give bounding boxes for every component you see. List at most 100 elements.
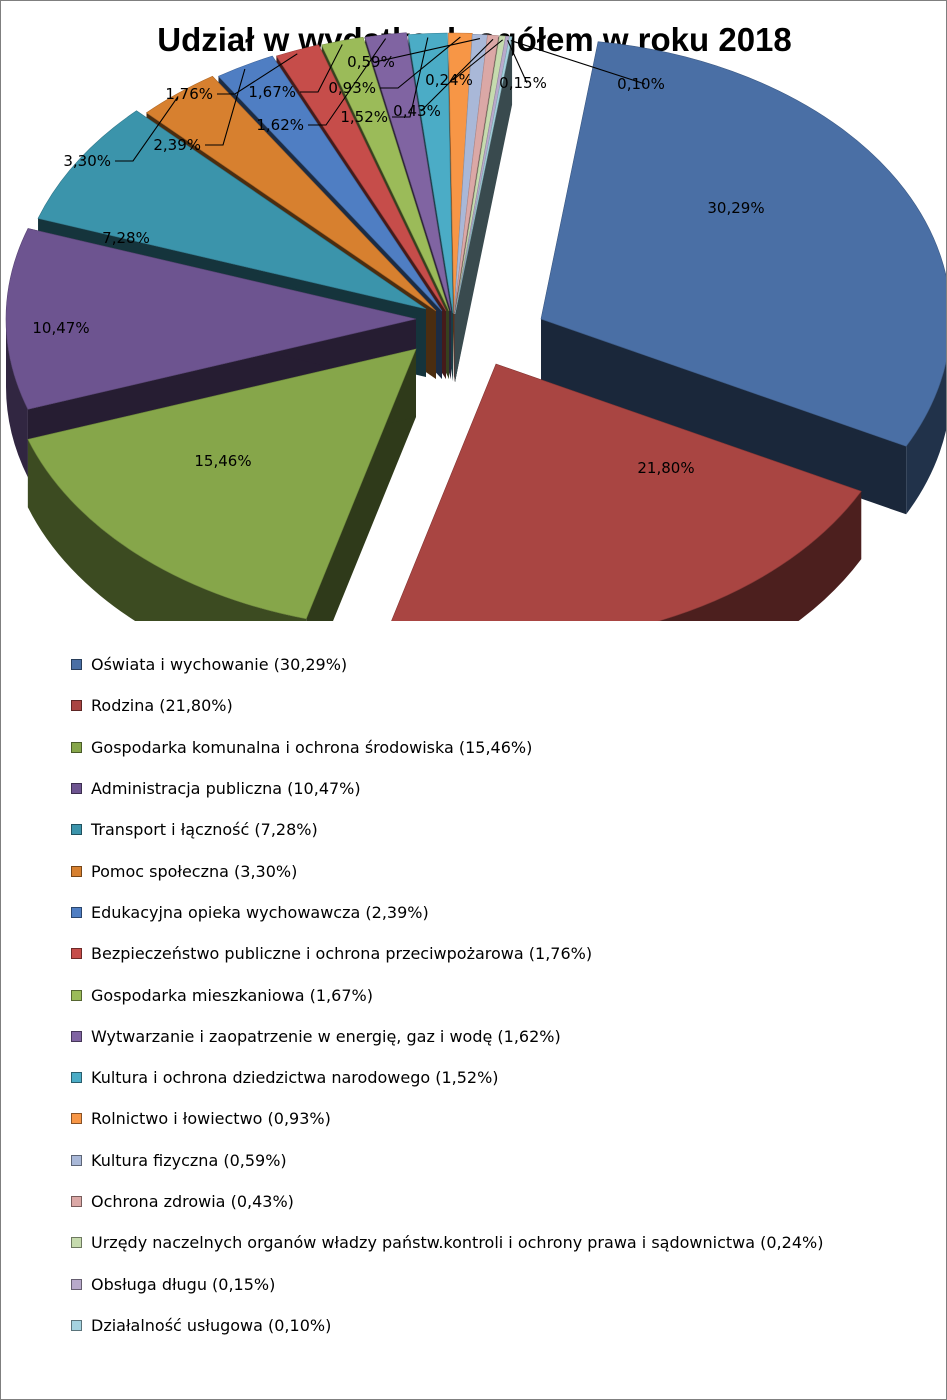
leader-line bbox=[510, 40, 646, 85]
legend-item: Bezpieczeństwo publiczne i ochrona przec… bbox=[71, 933, 931, 974]
pie-slice-side bbox=[658, 491, 862, 621]
legend-label: Administracja publiczna (10,47%) bbox=[91, 779, 361, 799]
legend-label: Kultura i ochrona dziedzictwa narodowego… bbox=[91, 1068, 499, 1088]
slice-label: 3,30% bbox=[63, 152, 111, 170]
pie-slice bbox=[454, 36, 513, 315]
legend-swatch bbox=[71, 1278, 82, 1290]
legend-item: Działalność usługowa (0,10%) bbox=[71, 1305, 931, 1346]
pie-slice bbox=[391, 363, 862, 621]
leader-line bbox=[217, 53, 298, 95]
legend-swatch bbox=[71, 1030, 82, 1042]
pie-slice bbox=[217, 55, 443, 312]
slice-labels: 30,29% 21,80% 15,46% 10,47% 7,28% 3,30% 2,39% 1… bbox=[32, 36, 765, 477]
pie-slice-wall bbox=[541, 319, 907, 515]
legend-item: Transport i łączność (7,28%) bbox=[71, 809, 931, 850]
legend-swatch bbox=[71, 989, 82, 1001]
legend-swatch bbox=[71, 700, 82, 712]
legend-label: Transport i łączność (7,28%) bbox=[91, 820, 318, 840]
legend-label: Działalność usługowa (0,10%) bbox=[91, 1315, 332, 1335]
pie-slice bbox=[407, 32, 454, 314]
legend-swatch bbox=[71, 659, 82, 671]
legend-swatch bbox=[71, 1196, 82, 1207]
slice-label: 21,80% bbox=[637, 459, 694, 477]
slice-label: 0,93% bbox=[328, 79, 376, 97]
slice-label: 1,52% bbox=[340, 108, 388, 126]
legend-label: Kultura fizyczna (0,59%) bbox=[91, 1150, 287, 1170]
slice-label: 0,15% bbox=[499, 74, 547, 92]
legend-item: Administracja publiczna (10,47%) bbox=[71, 768, 931, 809]
slice-label: 1,67% bbox=[248, 83, 296, 101]
legend: Oświata i wychowanie (30,29%) Rodzina (21… bbox=[71, 644, 931, 1346]
pie-slice-side bbox=[27, 439, 307, 621]
leader-line bbox=[380, 36, 461, 89]
pie-slice-wall bbox=[455, 36, 513, 382]
legend-item: Kultura i ochrona dziedzictwa narodowego… bbox=[71, 1057, 931, 1098]
pie-slice bbox=[321, 36, 450, 312]
legend-item: Pomoc społeczna (3,30%) bbox=[71, 850, 931, 891]
slice-label: 0,24% bbox=[425, 71, 473, 89]
slice-label: 2,39% bbox=[153, 136, 201, 154]
legend-label: Gospodarka mieszkaniowa (1,67%) bbox=[91, 985, 373, 1005]
legend-label: Bezpieczeństwo publiczne i ochrona przec… bbox=[91, 944, 593, 964]
pie-slice-side bbox=[5, 319, 28, 478]
pie-slice bbox=[364, 32, 452, 312]
legend-swatch bbox=[71, 948, 82, 960]
legend-item: Oświata i wychowanie (30,29%) bbox=[71, 644, 931, 685]
legend-label: Gospodarka komunalna i ochrona środowisk… bbox=[91, 737, 533, 757]
slice-label: 1,62% bbox=[256, 116, 304, 134]
legend-label: Rolnictwo i łowiectwo (0,93%) bbox=[91, 1109, 331, 1129]
slice-label: 0,10% bbox=[617, 75, 665, 93]
pie-slice bbox=[453, 34, 499, 315]
legend-swatch bbox=[71, 865, 82, 877]
pie-slice bbox=[5, 228, 417, 410]
leader-line bbox=[300, 44, 343, 93]
slice-label: 0,59% bbox=[347, 53, 395, 71]
legend-label: Ochrona zdrowia (0,43%) bbox=[91, 1192, 294, 1211]
leader-line bbox=[507, 40, 528, 84]
slice-label: 15,46% bbox=[194, 452, 251, 470]
leader-line bbox=[420, 38, 494, 112]
legend-swatch bbox=[71, 1113, 82, 1125]
slice-label: 30,29% bbox=[707, 199, 764, 217]
legend-item: Wytwarzanie i zaopatrzenie w energię, ga… bbox=[71, 1016, 931, 1057]
slice-label: 10,47% bbox=[32, 319, 89, 337]
legend-swatch bbox=[71, 741, 82, 753]
legend-label: Pomoc społeczna (3,30%) bbox=[91, 861, 298, 881]
legend-label: Edukacyjna opieka wychowawcza (2,39%) bbox=[91, 902, 429, 922]
leader-line bbox=[374, 38, 481, 63]
legend-label: Obsługa długu (0,15%) bbox=[91, 1274, 276, 1294]
slice-label: 1,76% bbox=[165, 85, 213, 103]
slice-label: 7,28% bbox=[102, 229, 150, 247]
legend-item: Gospodarka komunalna i ochrona środowisk… bbox=[71, 727, 931, 768]
legend-item: Rodzina (21,80%) bbox=[71, 685, 931, 726]
legend-swatch bbox=[71, 824, 82, 836]
slice-label: 0,43% bbox=[393, 102, 441, 120]
legend-label: Wytwarzanie i zaopatrzenie w energię, ga… bbox=[91, 1026, 561, 1046]
legend-item: Gospodarka mieszkaniowa (1,67%) bbox=[71, 974, 931, 1015]
legend-item: Rolnictwo i łowiectwo (0,93%) bbox=[71, 1098, 931, 1139]
pie-tops bbox=[5, 32, 946, 621]
leader-line bbox=[308, 38, 387, 126]
leader-line bbox=[205, 68, 246, 146]
legend-label: Urzędy naczelnych organów władzy państw.… bbox=[91, 1233, 824, 1253]
legend-item: Kultura fizyczna (0,59%) bbox=[71, 1140, 931, 1181]
pie-chart: 30,29% 21,80% 15,46% 10,47% 7,28% 3,30% 2,39% 1… bbox=[5, 32, 946, 621]
pie-slice-side bbox=[906, 362, 946, 515]
leader-line bbox=[392, 37, 429, 118]
leader-line bbox=[452, 39, 503, 81]
pie-slice bbox=[37, 110, 427, 310]
legend-label: Rodzina (21,80%) bbox=[91, 696, 233, 716]
legend-label: Oświata i wychowanie (30,29%) bbox=[91, 655, 348, 675]
legend-swatch bbox=[71, 1154, 82, 1166]
legend-swatch bbox=[71, 1072, 82, 1084]
pie-slice bbox=[145, 75, 437, 312]
legend-swatch bbox=[71, 1319, 82, 1331]
legend-item: Urzędy naczelnych organów władzy państw.… bbox=[71, 1222, 931, 1263]
pie-slice bbox=[27, 348, 417, 620]
pie-slice bbox=[540, 41, 946, 447]
legend-swatch bbox=[71, 1237, 82, 1249]
pie-slice bbox=[448, 32, 473, 314]
legend-swatch bbox=[71, 906, 82, 918]
leader-line bbox=[115, 96, 179, 162]
